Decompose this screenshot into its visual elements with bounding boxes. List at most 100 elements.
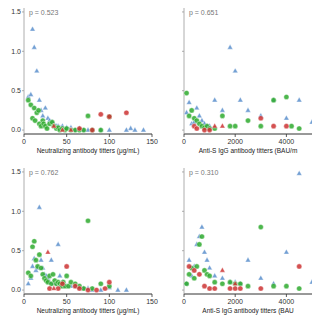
- triangle-point: [284, 249, 289, 254]
- circle-point: [50, 272, 55, 277]
- x-axis-label: Neutralizing antibody titters (μg/mL): [37, 147, 140, 155]
- annotation: p = 0.523: [29, 9, 58, 17]
- circle-point: [189, 108, 194, 113]
- series: [220, 267, 238, 285]
- plot-area: [184, 44, 312, 132]
- series: [184, 44, 312, 128]
- circle-point: [199, 234, 204, 239]
- x-tick-label: 0: [182, 298, 186, 305]
- circle-point: [107, 114, 112, 119]
- triangle-point: [34, 68, 39, 73]
- series: [45, 249, 56, 290]
- circle-point: [98, 127, 103, 132]
- circle-point: [33, 258, 38, 263]
- circle-point: [90, 127, 95, 132]
- circle-point: [212, 280, 217, 285]
- circle-point: [102, 286, 107, 291]
- y-tick: [182, 290, 184, 291]
- circle-point: [245, 284, 250, 289]
- x-axis-line: [184, 134, 312, 135]
- y-tick: [22, 90, 24, 91]
- y-tick-label: 0.5: [11, 247, 21, 254]
- series: [187, 264, 302, 291]
- triangle-point: [258, 275, 263, 280]
- circle-point: [184, 281, 189, 286]
- circle-point: [271, 98, 276, 103]
- triangle-point: [204, 257, 209, 262]
- circle-point: [202, 127, 207, 132]
- x-tick: [286, 294, 287, 297]
- triangle-point: [212, 97, 217, 102]
- triangle-point: [220, 107, 225, 112]
- triangle-point: [51, 285, 56, 290]
- circle-point: [297, 264, 302, 269]
- circle-point: [207, 286, 212, 291]
- triangle-point: [212, 273, 217, 278]
- x-tick: [66, 294, 67, 297]
- series: [26, 98, 112, 133]
- triangle-point: [77, 125, 82, 130]
- triangle-point: [55, 241, 60, 246]
- circle-point: [64, 264, 69, 269]
- y-tick: [22, 51, 24, 52]
- circle-point: [85, 287, 90, 292]
- x-tick: [152, 134, 153, 137]
- triangle-point: [202, 249, 207, 254]
- x-tick: [24, 294, 25, 297]
- triangle-point: [232, 68, 237, 73]
- x-axis-label: Neutralizing antibody titters (μg/mL): [37, 307, 140, 315]
- circle-point: [297, 126, 302, 131]
- series: [77, 110, 129, 133]
- circle-point: [64, 273, 69, 278]
- triangle-point: [38, 257, 43, 262]
- triangle-point: [98, 127, 103, 132]
- x-tick: [286, 134, 287, 137]
- y-tick-label: 0.0: [11, 126, 21, 133]
- y-tick: [182, 171, 184, 172]
- triangle-point: [245, 107, 250, 112]
- y-tick-label: 0.5: [11, 87, 21, 94]
- triangle-point: [186, 257, 191, 262]
- circle-point: [37, 252, 42, 257]
- series: [47, 264, 112, 293]
- triangle-point: [284, 115, 289, 120]
- y-tick: [22, 250, 24, 251]
- x-tick: [152, 294, 153, 297]
- triangle-point: [60, 127, 65, 132]
- triangle-point: [115, 287, 120, 292]
- triangle-point: [220, 123, 225, 128]
- circle-point: [194, 126, 199, 131]
- triangle-point: [28, 92, 33, 97]
- y-tick: [182, 90, 184, 91]
- panel: 0501001500.00.51.01.5Neutralizing antibo…: [11, 8, 158, 155]
- x-tick: [109, 134, 110, 137]
- circle-point: [60, 281, 65, 286]
- y-tick-label: 0.0: [11, 286, 21, 293]
- triangle-point: [271, 97, 276, 102]
- circle-point: [297, 286, 302, 291]
- triangle-point: [90, 127, 95, 132]
- x-axis-label: Anti-S IgG antibody titters (BAU: [202, 307, 294, 315]
- circle-point: [124, 110, 129, 115]
- circle-point: [258, 224, 263, 229]
- triangle-point: [124, 287, 129, 292]
- circle-point: [192, 268, 197, 273]
- series: [26, 204, 130, 292]
- series: [184, 90, 302, 131]
- circle-point: [90, 127, 95, 132]
- series: [192, 116, 289, 133]
- panel: 020004000Anti-S IgG antibody titters (BA…: [182, 8, 315, 155]
- x-tick-label: 150: [146, 298, 158, 305]
- series: [51, 123, 74, 132]
- circle-point: [284, 124, 289, 129]
- circle-point: [227, 286, 232, 291]
- circle-point: [94, 287, 99, 292]
- circle-point: [38, 265, 43, 270]
- y-tick: [182, 51, 184, 52]
- y-tick: [182, 211, 184, 212]
- circle-point: [98, 281, 103, 286]
- x-tick: [235, 134, 236, 137]
- x-tick-label: 50: [63, 138, 71, 145]
- x-tick-label: 100: [103, 298, 115, 305]
- y-tick: [22, 130, 24, 131]
